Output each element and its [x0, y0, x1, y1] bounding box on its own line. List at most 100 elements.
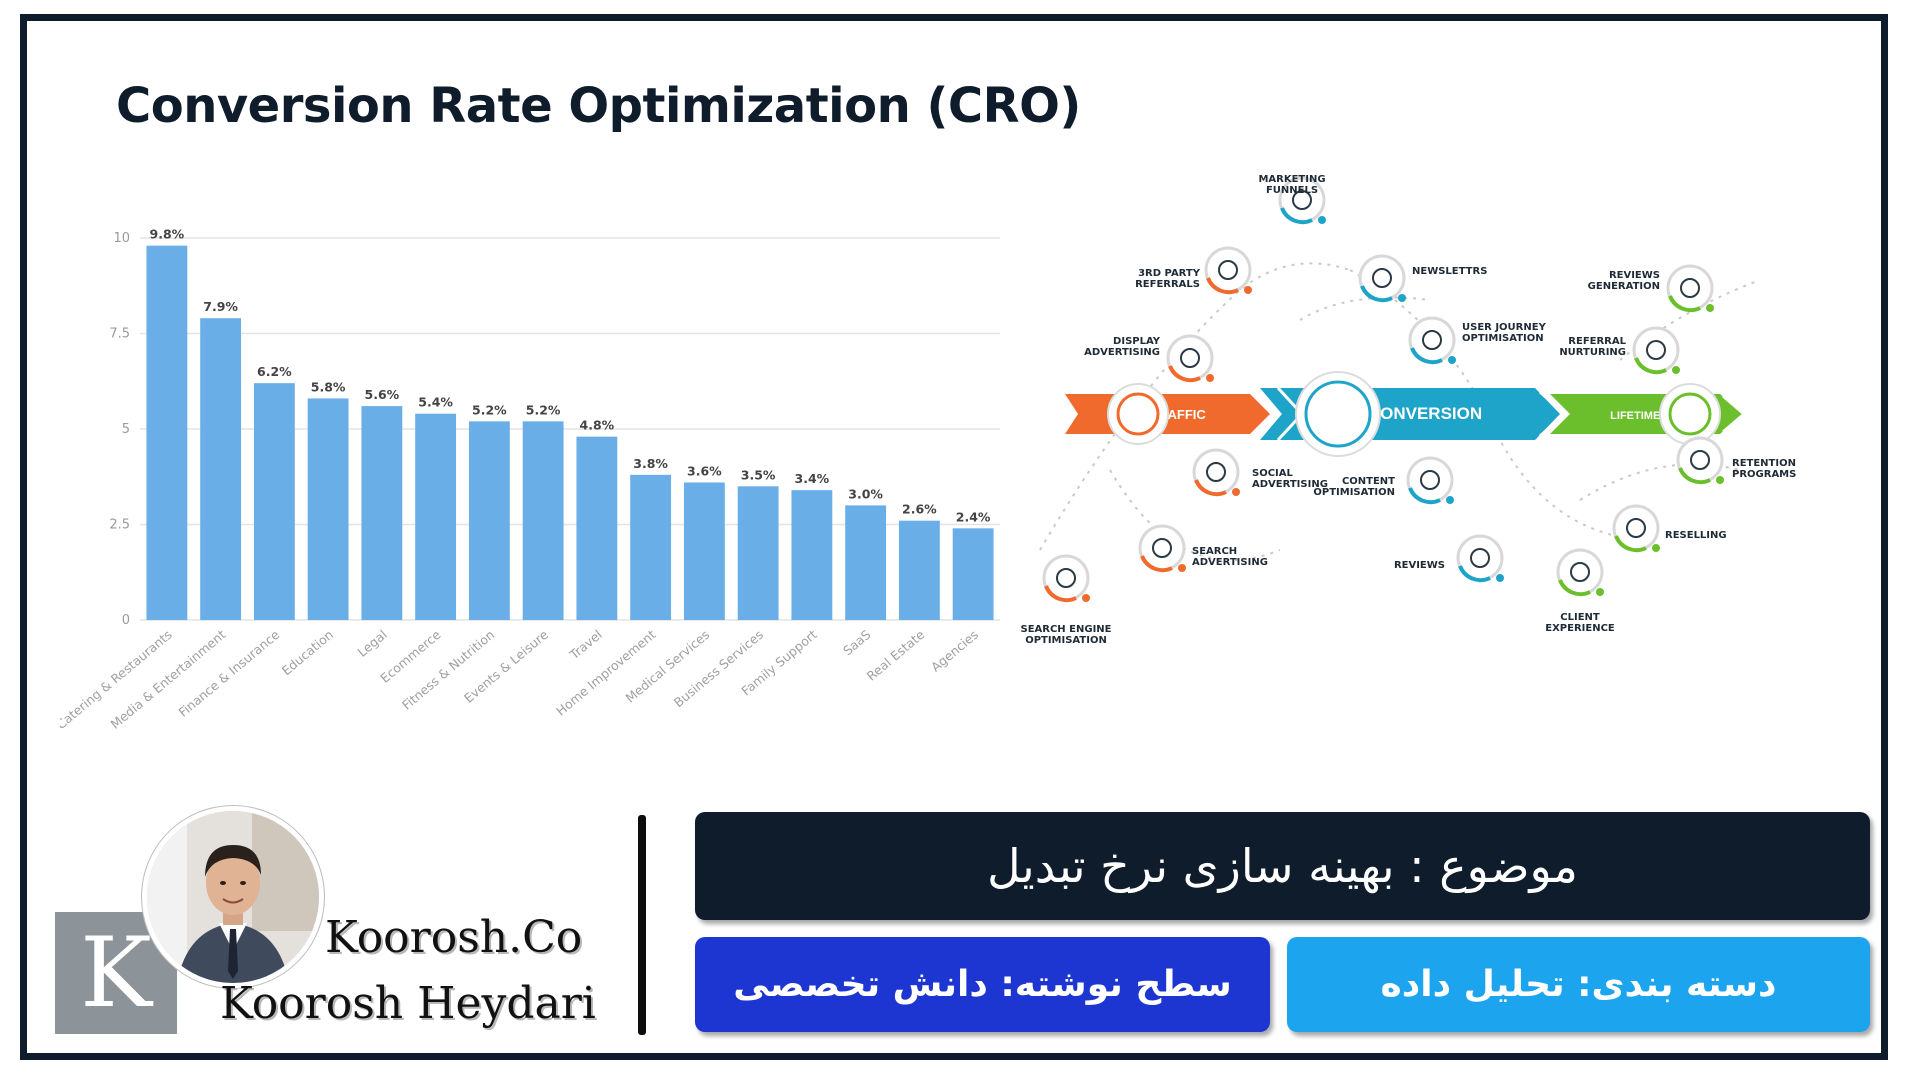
y-tick-label: 7.5	[109, 327, 130, 342]
node-label: NEWSLETTRS	[1412, 266, 1487, 277]
node-label: SEARCH ENGINE	[1021, 624, 1112, 635]
node-label: ADVERTISING	[1192, 557, 1268, 568]
node-label: 3RD PARTY	[1138, 268, 1201, 279]
hand-heart-icon	[1646, 340, 1666, 360]
node-connector-dot	[1206, 374, 1214, 382]
node-label: OPTIMISATION	[1313, 487, 1395, 498]
search-icon	[1056, 568, 1076, 588]
node-accent	[1458, 565, 1491, 583]
node-connector-dot	[1652, 544, 1660, 552]
bar-value-label: 5.6%	[365, 387, 400, 402]
node-connector-dot	[1082, 594, 1090, 602]
person-icon	[1626, 518, 1646, 538]
journey-icon	[1422, 330, 1442, 350]
x-tick-label: SaaS	[840, 627, 874, 659]
node-label: OPTIMISATION	[1025, 635, 1107, 646]
bar	[845, 505, 887, 620]
node-connector-dot	[1596, 588, 1604, 596]
x-tick-label: Home Improvement	[553, 627, 658, 719]
node-label: EXPERIENCE	[1545, 623, 1615, 634]
node-label: DISPLAY	[1113, 336, 1161, 347]
node-accent	[1360, 285, 1393, 303]
people-icon	[1218, 260, 1238, 280]
bar	[576, 436, 618, 620]
level-banner: سطح نوشته: دانش تخصصی	[695, 937, 1270, 1032]
bar-value-label: 3.4%	[795, 471, 830, 486]
document-icon	[1180, 348, 1200, 368]
node-accent	[1410, 347, 1443, 365]
node-label: SOCIAL	[1252, 468, 1294, 479]
node-accent	[1194, 479, 1227, 497]
mail-icon	[1372, 268, 1392, 288]
flow-curve	[1299, 296, 1431, 321]
conversion-rate-bar-chart: 02.557.510 9.8%Catering & Restaurants7.9%…	[60, 227, 1000, 732]
gear-icon	[1304, 380, 1372, 448]
chat-icon	[1470, 548, 1490, 568]
node-label: GENERATION	[1588, 281, 1660, 292]
band-accent	[1539, 390, 1568, 438]
x-tick-label: Fitness & Nutrition	[399, 627, 497, 713]
node-connector-dot	[1398, 294, 1406, 302]
bar-value-label: 5.8%	[311, 379, 346, 394]
topic-banner: موضوع : بهینه سازی نرخ تبدیل	[695, 812, 1870, 920]
node-label: REVIEWS	[1609, 270, 1660, 281]
bar-value-label: 6.2%	[257, 364, 292, 379]
node-connector-dot	[1178, 564, 1186, 572]
node-accent	[1614, 535, 1647, 553]
node-connector-dot	[1496, 574, 1504, 582]
node-accent	[1634, 357, 1667, 375]
band-accent	[1722, 394, 1747, 434]
node-label: OPTIMISATION	[1462, 333, 1544, 344]
bar-value-label: 3.8%	[633, 456, 668, 471]
bar	[468, 421, 510, 620]
bar	[146, 245, 188, 620]
bar-value-label: 7.9%	[203, 299, 238, 314]
node-label: REVIEWS	[1394, 560, 1445, 571]
bar	[307, 398, 349, 620]
node-label: USER JOURNEY	[1462, 322, 1547, 333]
client-icon	[1570, 562, 1590, 582]
node-label: FUNNELS	[1266, 185, 1318, 196]
bar	[791, 490, 833, 620]
y-tick-label: 2.5	[109, 518, 130, 533]
funnel-icon	[1292, 190, 1312, 210]
node-label: REFERRAL	[1568, 336, 1626, 347]
avatar-photo	[147, 811, 319, 983]
node-accent	[1408, 487, 1441, 505]
node-accent	[1678, 467, 1711, 485]
node-connector-dot	[1232, 488, 1240, 496]
node-label: MARKETING	[1258, 174, 1325, 185]
bar	[630, 474, 672, 620]
category-text: دسته بندی: تحلیل داده	[1380, 964, 1777, 1005]
bar	[683, 482, 725, 620]
x-tick-label: Real Estate	[864, 627, 928, 684]
x-tick-label: Business Services	[671, 627, 766, 710]
bar-value-label: 2.4%	[956, 509, 991, 524]
topic-text: موضوع : بهینه سازی نرخ تبدیل	[987, 839, 1578, 893]
node-accent	[1044, 585, 1077, 603]
bar-value-label: 5.2%	[526, 402, 561, 417]
node-label: NURTURING	[1559, 347, 1626, 358]
y-tick-label: 0	[122, 613, 130, 628]
bar	[200, 318, 242, 620]
level-text: سطح نوشته: دانش تخصصی	[733, 964, 1232, 1005]
vertical-divider	[638, 815, 646, 1035]
node-label: PROGRAMS	[1732, 469, 1796, 480]
node-connector-dot	[1244, 286, 1252, 294]
node-accent	[1668, 295, 1701, 313]
traffic-chart-icon	[1116, 392, 1160, 436]
bar	[361, 406, 403, 620]
author-name: Koorosh Heydari	[220, 978, 596, 1029]
x-tick-label: Finance & Insurance	[175, 627, 282, 720]
node-connector-dot	[1716, 476, 1724, 484]
bar-value-label: 4.8%	[580, 418, 615, 433]
bar-value-label: 3.0%	[848, 486, 883, 501]
y-tick-label: 10	[113, 231, 130, 246]
x-tick-label: Agencies	[928, 627, 981, 675]
bar	[737, 486, 779, 620]
bar-value-label: 5.4%	[418, 395, 453, 410]
node-accent	[1168, 365, 1201, 383]
node-label: ADVERTISING	[1252, 479, 1328, 490]
star-icon	[1680, 278, 1700, 298]
